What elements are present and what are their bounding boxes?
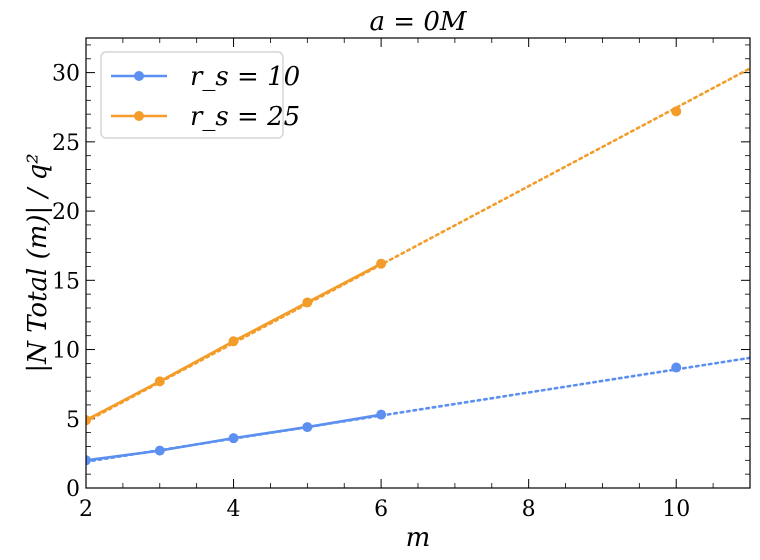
y-tick-label: 20: [52, 200, 80, 225]
axis-ticks: 2 4 6 8 10 0 5 10 15 20 25 30: [52, 38, 751, 522]
legend-label: r_s = 25: [190, 102, 300, 132]
plot-frame: [85, 37, 751, 489]
y-tick-label: 5: [66, 408, 80, 433]
legend-label: r_s = 10: [190, 62, 300, 92]
x-tick-label: 10: [662, 497, 690, 522]
data-point: [376, 409, 387, 420]
data-point: [671, 362, 682, 373]
legend-swatch-marker: [134, 71, 144, 81]
data-point: [228, 336, 239, 347]
data-point: [86, 455, 91, 466]
data-point: [376, 258, 387, 269]
legend-swatch-marker: [134, 111, 144, 121]
data-point: [302, 297, 313, 308]
y-tick-label: 10: [52, 339, 80, 364]
data-point: [154, 376, 165, 387]
legend: r_s = 10 r_s = 25: [100, 51, 300, 139]
x-tick-label: 2: [79, 497, 93, 522]
series-0: [86, 356, 750, 466]
y-tick-label: 25: [52, 131, 80, 156]
x-tick-label: 8: [522, 497, 536, 522]
x-axis-label: m: [406, 523, 431, 553]
y-tick-label: 30: [52, 62, 80, 87]
data-point: [671, 106, 682, 117]
data-point: [86, 415, 91, 426]
x-tick-label: 6: [374, 497, 388, 522]
data-point: [302, 422, 313, 433]
data-point: [228, 433, 239, 444]
y-tick-label: 15: [52, 269, 80, 294]
series-layer: [86, 67, 750, 466]
x-tick-label: 4: [227, 497, 241, 522]
series-1: [86, 67, 750, 426]
y-tick-label: 0: [66, 477, 80, 502]
y-axis-label: |N Total (m)| / q²: [23, 153, 53, 372]
data-point: [154, 445, 165, 456]
chart-title: a = 0M: [370, 7, 468, 37]
